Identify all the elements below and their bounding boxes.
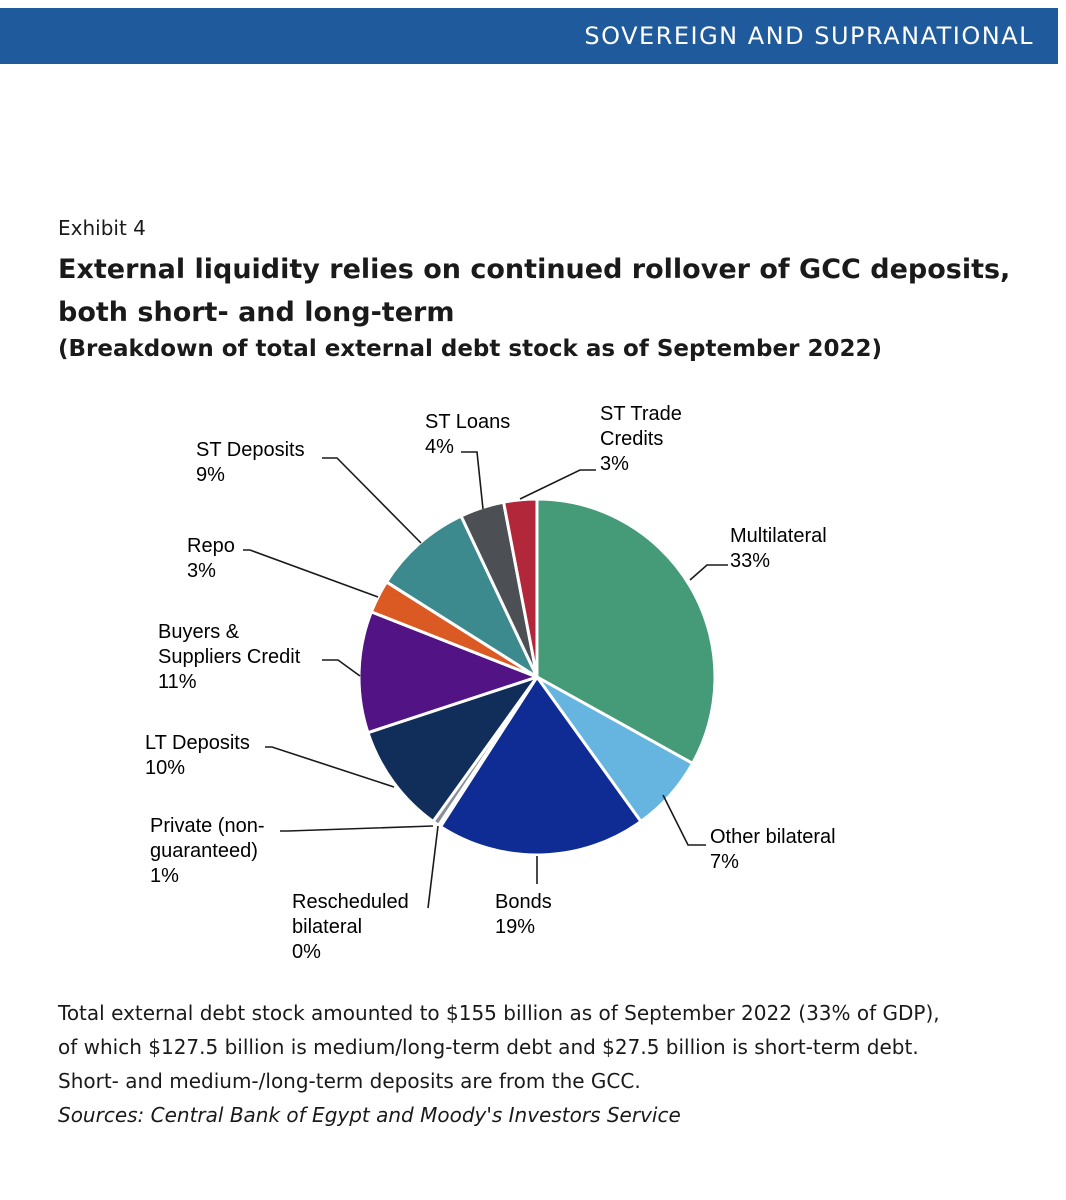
slice-st-trade-credits xyxy=(502,497,539,679)
label-text-lt-deposits: LT Deposits xyxy=(145,732,250,754)
label-text-st-deposits: ST Deposits xyxy=(196,439,305,461)
leader-line-lt-deposits xyxy=(265,746,395,788)
leader-line-st-deposits xyxy=(322,457,422,544)
slice-st-deposits xyxy=(385,514,539,679)
label-pct-multilateral: 33% xyxy=(730,550,770,572)
label-pct-repo: 3% xyxy=(187,560,216,582)
slice-buyers-suppliers-credit xyxy=(357,610,539,735)
label-other-bilateral: Other bilateral 7% xyxy=(710,826,836,873)
sources-note: Sources: Central Bank of Egypt and Moody… xyxy=(58,1103,681,1127)
chart-subtitle: (Breakdown of total external debt stock … xyxy=(58,336,882,362)
label-lt-deposits: LT Deposits 10% xyxy=(145,732,250,779)
slice-multilateral xyxy=(535,497,717,765)
label-text-multilateral: Multilateral xyxy=(730,525,827,547)
label-pct-private-non-guaranteed: 1% xyxy=(150,865,179,887)
label-repo: Repo 3% xyxy=(187,535,235,582)
leader-line-other-bilateral xyxy=(662,794,706,846)
label-text-private-non-guaranteed: guaranteed) xyxy=(150,840,258,862)
label-st-loans: ST Loans 4% xyxy=(425,411,510,458)
leader-line-buyers-suppliers-credit xyxy=(322,659,361,677)
label-text-rescheduled-bilateral: bilateral xyxy=(292,916,362,938)
label-pct-st-deposits: 9% xyxy=(196,464,225,486)
leader-line-st-loans xyxy=(461,451,484,510)
label-pct-st-loans: 4% xyxy=(425,436,454,458)
pie-slices xyxy=(357,497,717,857)
label-text-rescheduled-bilateral: Rescheduled xyxy=(292,891,409,913)
label-st-trade-credits: ST Trade Credits 3% xyxy=(600,403,682,475)
label-text-st-loans: ST Loans xyxy=(425,411,510,433)
leader-line-rescheduled-bilateral xyxy=(427,825,439,909)
chart-title-line-1: External liquidity relies on continued r… xyxy=(58,254,1011,285)
note-line-1: Total external debt stock amounted to $1… xyxy=(58,1001,940,1025)
label-text-st-trade-credits: Credits xyxy=(600,428,663,450)
note-line-3: Short- and medium-/long-term deposits ar… xyxy=(58,1069,641,1093)
section-title: SOVEREIGN AND SUPRANATIONAL xyxy=(584,22,1034,50)
label-text-private-non-guaranteed: Private (non- xyxy=(150,815,265,837)
label-bonds: Bonds 19% xyxy=(495,891,552,938)
section-banner: SOVEREIGN AND SUPRANATIONAL xyxy=(0,8,1058,64)
chart-notes: Total external debt stock amounted to $1… xyxy=(58,996,1038,1132)
leader-line-private-non-guaranteed xyxy=(280,825,434,832)
label-text-buyers-suppliers-credit: Suppliers Credit xyxy=(158,646,301,668)
slice-bonds xyxy=(439,675,643,857)
label-pct-st-trade-credits: 3% xyxy=(600,453,629,475)
label-text-repo: Repo xyxy=(187,535,235,557)
label-pct-rescheduled-bilateral: 0% xyxy=(292,941,321,963)
label-pct-other-bilateral: 7% xyxy=(710,851,739,873)
leader-line-multilateral xyxy=(689,564,728,581)
chart-title: External liquidity relies on continued r… xyxy=(58,248,1018,334)
pie-chart: Multilateral 33% Other bilateral 7% Bonds 19%… xyxy=(145,403,836,963)
leader-lines xyxy=(243,451,728,909)
label-multilateral: Multilateral 33% xyxy=(730,525,827,572)
label-st-deposits: ST Deposits 9% xyxy=(196,439,305,486)
slice-lt-deposits xyxy=(366,675,539,824)
label-pct-bonds: 19% xyxy=(495,916,535,938)
slice-labels: Multilateral 33% Other bilateral 7% Bonds 19%… xyxy=(145,403,836,963)
label-text-other-bilateral: Other bilateral xyxy=(710,826,836,848)
leader-line-st-trade-credits xyxy=(519,469,596,500)
label-text-st-trade-credits: ST Trade xyxy=(600,403,682,425)
exhibit-label: Exhibit 4 xyxy=(58,216,146,240)
note-line-2: of which $127.5 billion is medium/long-t… xyxy=(58,1035,919,1059)
label-pct-buyers-suppliers-credit: 11% xyxy=(158,671,197,693)
leader-line-repo xyxy=(243,549,379,598)
chart-title-line-2: both short- and long-term xyxy=(58,297,455,328)
label-text-buyers-suppliers-credit: Buyers & xyxy=(158,621,240,643)
label-text-bonds: Bonds xyxy=(495,891,552,913)
label-buyers-suppliers-credit: Buyers & Suppliers Credit 11% xyxy=(158,621,301,693)
label-private-non-guaranteed: Private (non-guaranteed) 1% xyxy=(150,815,265,887)
label-rescheduled-bilateral: Rescheduled bilateral 0% xyxy=(292,891,409,963)
label-pct-lt-deposits: 10% xyxy=(145,757,185,779)
